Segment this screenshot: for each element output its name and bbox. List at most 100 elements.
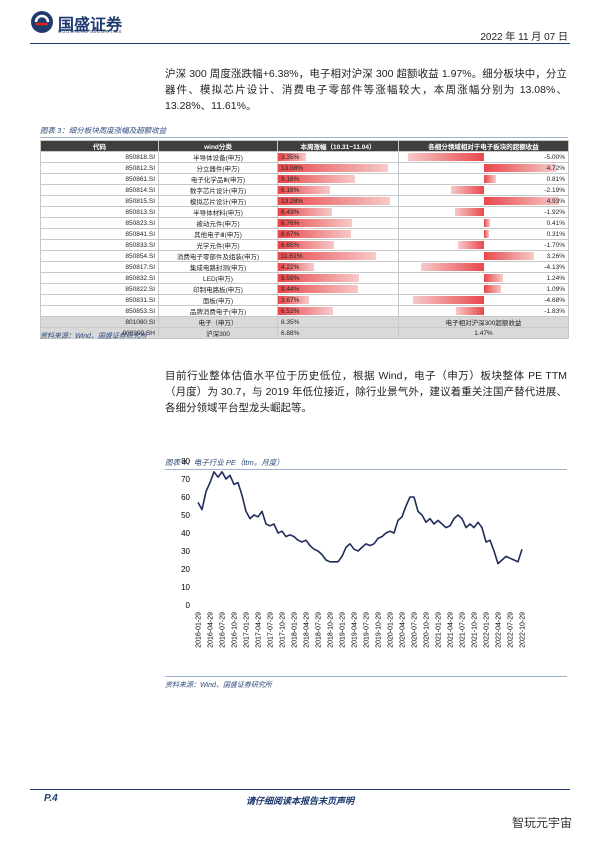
table-cell: 1.47% <box>398 327 569 339</box>
cell-text: 4.72% <box>546 164 565 172</box>
cell-text: 8.67% <box>281 230 300 238</box>
logo-icon <box>30 10 54 34</box>
table-row: 850815.SI 模拟芯片设计(申万) 13.28% 4.93% <box>40 195 569 207</box>
table-cell: 0.31% <box>398 228 569 240</box>
excess-bar <box>454 208 484 216</box>
cell-text: 3.67% <box>281 296 300 304</box>
header-rule <box>30 43 570 44</box>
cell-text: 13.08% <box>281 164 304 172</box>
cell-text: 6.43% <box>281 208 300 216</box>
excess-bar <box>484 285 501 293</box>
table-cell: 1.09% <box>398 283 569 295</box>
table-cell: 1.24% <box>398 272 569 284</box>
x-tick-label: 2016-10-29 <box>232 612 239 648</box>
x-tick-label: 2019-04-29 <box>352 612 359 648</box>
y-tick-label: 0 <box>186 601 191 610</box>
cell-text: 6.65% <box>281 241 300 249</box>
table-cell: 850831.SI <box>40 294 159 306</box>
gain-bar <box>278 285 358 293</box>
table-cell: 4.22% <box>277 261 399 273</box>
x-tick-label: 2016-07-29 <box>220 612 227 648</box>
table-cell: 8.67% <box>277 228 399 240</box>
excess-bar <box>484 164 556 172</box>
column-header: 本周涨幅（10.31~11.04） <box>277 140 399 152</box>
gain-bar <box>278 307 333 315</box>
x-tick-label: 2022-01-29 <box>484 612 491 648</box>
table-row: 850854.SI 消费电子零部件及组装(申万) 11.61% 3.26% <box>40 250 569 262</box>
table-cell: 沪深300 <box>158 327 278 339</box>
x-tick-label: 2020-10-29 <box>424 612 431 648</box>
gain-bar <box>278 153 307 161</box>
cell-text: 4.22% <box>281 263 300 271</box>
x-tick-label: 2018-01-29 <box>292 612 299 648</box>
excess-bar <box>484 197 559 205</box>
x-tick-label: 2020-04-29 <box>400 612 407 648</box>
table-cell: 印制电路板(申万) <box>158 283 278 295</box>
table-cell: 6.52% <box>277 305 399 317</box>
table-cell: 850822.SI <box>40 283 159 295</box>
table-cell: 850853.SI <box>40 305 159 317</box>
excess-bar <box>484 219 491 227</box>
x-tick-label: 2016-01-29 <box>196 612 203 648</box>
table-cell: 850833.SI <box>40 239 159 251</box>
table-cell: 数字芯片设计(申万) <box>158 184 278 196</box>
y-tick-label: 10 <box>181 583 190 592</box>
excess-bar <box>484 230 489 238</box>
table-cell: 模拟芯片设计(申万) <box>158 195 278 207</box>
table-row: 850841.SI 其他电子Ⅲ(申万) 8.67% 0.31% <box>40 228 569 240</box>
x-tick-label: 2020-01-29 <box>388 612 395 648</box>
table-cell: 11.61% <box>277 250 399 262</box>
cell-text: 8.76% <box>281 219 300 227</box>
table-cell: 850818.SI <box>40 151 159 163</box>
x-tick-label: 2022-10-29 <box>520 612 527 648</box>
cell-text: -4.68% <box>544 296 565 304</box>
table-cell: -1.92% <box>398 206 569 218</box>
table-cell: 850861.SI <box>40 173 159 185</box>
x-tick-label: 2017-10-29 <box>280 612 287 648</box>
table-cell: 6.65% <box>277 239 399 251</box>
table-row: 850831.SI 面板(申万) 3.67% -4.68% <box>40 294 569 306</box>
table-cell: 电子相对沪深300超额收益 <box>398 316 569 328</box>
excess-bar <box>458 241 484 249</box>
table-cell: 801080.SI <box>40 316 159 328</box>
table-cell: 3.35% <box>277 151 399 163</box>
cell-text: 4.93% <box>546 197 565 205</box>
table-cell: 集成电路封测(申万) <box>158 261 278 273</box>
chart-title: 图表 4：电子行业 PE（ttm，月度） <box>165 458 284 467</box>
caption-rule <box>165 469 567 470</box>
y-tick-label: 20 <box>181 565 190 574</box>
cell-text: 9.59% <box>281 274 300 282</box>
cell-text: 11.61% <box>281 252 303 260</box>
table-row: 850861.SI 电子化学品Ⅲ(申万) 9.16% 0.81% <box>40 173 569 185</box>
y-tick-label: 50 <box>181 511 190 520</box>
table-cell: 4.93% <box>398 195 569 207</box>
cell-text: 0.31% <box>546 230 565 238</box>
excess-bar <box>412 296 484 304</box>
table-cell: 8.76% <box>277 217 399 229</box>
caption-rule <box>40 137 568 138</box>
table-cell: 半导体设备(申万) <box>158 151 278 163</box>
cell-text: -1.83% <box>544 307 565 315</box>
cell-text: 9.44% <box>281 285 300 293</box>
excess-bar <box>484 274 503 282</box>
table-cell: 半导体材料(申万) <box>158 206 278 218</box>
column-header: wind分类 <box>158 140 278 152</box>
header-row: 代码 wind分类 本周涨幅（10.31~11.04） 各细分领域相对于电子板块的超额… <box>40 140 569 152</box>
table-cell: 被动元件(申万) <box>158 217 278 229</box>
x-tick-label: 2021-04-29 <box>448 612 455 648</box>
y-tick-label: 70 <box>181 475 190 484</box>
x-tick-label: 2021-10-29 <box>472 612 479 648</box>
x-tick-label: 2019-01-29 <box>340 612 347 648</box>
excess-bar <box>456 307 484 315</box>
gain-bar <box>278 252 376 260</box>
table-row: 850812.SI 分立器件(申万) 13.08% 4.72% <box>40 162 569 174</box>
x-tick-label: 2017-07-29 <box>268 612 275 648</box>
x-tick-label: 2021-01-29 <box>436 612 443 648</box>
column-header: 各细分领域相对于电子板块的超额收益 <box>398 140 569 152</box>
cell-text: 6.52% <box>281 307 300 315</box>
footer-rule <box>30 789 570 790</box>
table-cell: 850832.SI <box>40 272 159 284</box>
cell-text: 1.24% <box>546 274 565 282</box>
table-cell: -1.83% <box>398 305 569 317</box>
